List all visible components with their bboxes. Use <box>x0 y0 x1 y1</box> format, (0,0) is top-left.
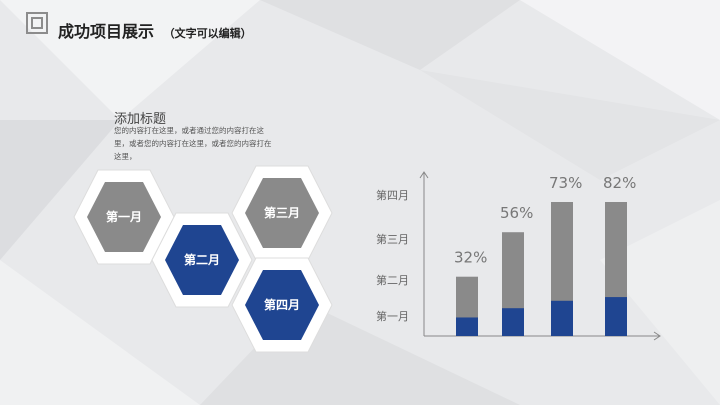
y-tick-label: 第四月 <box>376 188 409 202</box>
hexagon-label-1: 第一月 <box>105 210 142 224</box>
section-heading: 添加标题 <box>114 112 167 127</box>
bar-base <box>551 300 573 336</box>
hexagon-month-1 <box>73 169 175 265</box>
hexagon-label-2: 第二月 <box>183 253 220 267</box>
hexagon-label-3: 第三月 <box>263 206 300 220</box>
y-tick-label: 第三月 <box>376 232 409 246</box>
hexagon-label-4: 第四月 <box>263 298 300 312</box>
hexagon-month-2 <box>151 212 253 308</box>
section-description: 您的内容打在这里，或者通过您的内容打在这里，或者您的内容打在这里，或者您的内容打… <box>114 126 272 161</box>
logo-icon <box>26 12 48 34</box>
hexagon-month-4 <box>231 257 333 353</box>
page-title: 成功项目展示 （文字可以编辑） <box>58 18 252 42</box>
bar-base <box>605 297 627 336</box>
data-label: 32% <box>454 249 487 267</box>
y-tick-label: 第二月 <box>376 273 409 287</box>
y-axis-arrow <box>419 171 429 179</box>
hexagon-month-3 <box>231 165 333 261</box>
bar-base <box>502 308 524 336</box>
bar-base <box>456 317 478 336</box>
x-axis-arrow <box>653 331 661 341</box>
data-label: 82% <box>603 174 636 192</box>
title-subtitle: （文字可以编辑） <box>163 27 252 40</box>
data-label: 56% <box>500 204 533 222</box>
data-label: 73% <box>549 174 582 192</box>
title-text: 成功项目展示 <box>58 22 155 41</box>
bar-chart: 第一月 第二月 第三月 第四月 32% 56% 73% 82% <box>376 171 661 341</box>
y-tick-label: 第一月 <box>376 309 409 323</box>
